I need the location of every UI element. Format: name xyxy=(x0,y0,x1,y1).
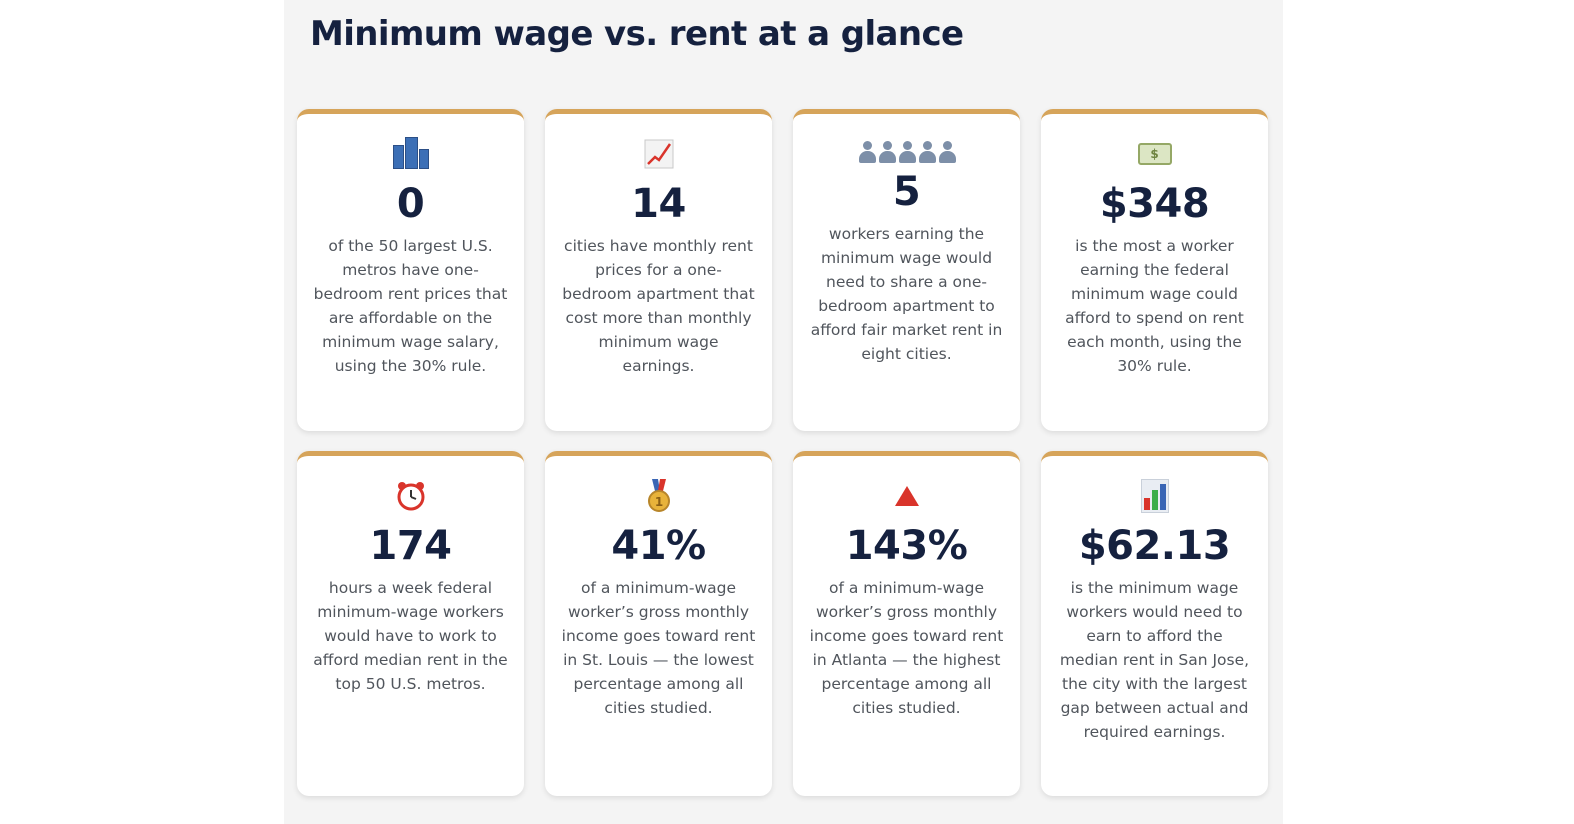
stat-description: cities have monthly rent prices for a on… xyxy=(562,237,755,375)
page-title: Minimum wage vs. rent at a glance xyxy=(310,14,964,54)
stat-value: 5 xyxy=(892,169,921,215)
alarm-clock-icon xyxy=(313,478,508,518)
stat-value: $348 xyxy=(1099,181,1210,227)
stat-card-grid: 0 of the 50 largest U.S. metros have one… xyxy=(297,109,1268,796)
stat-value: 0 xyxy=(396,181,425,227)
stat-card: $62.13 is the minimum wage workers would… xyxy=(1041,451,1268,796)
stat-description: is the minimum wage workers would need t… xyxy=(1059,579,1250,741)
stat-value: 14 xyxy=(631,181,686,227)
stat-value: $62.13 xyxy=(1078,523,1231,569)
infographic-panel: Minimum wage vs. rent at a glance 0 of t… xyxy=(284,0,1283,824)
stat-card: 1 41% of a minimum-wage worker’s gross m… xyxy=(545,451,772,796)
stat-value: 143% xyxy=(845,523,968,569)
chart-increasing-icon xyxy=(561,136,756,176)
stat-description: of a minimum-wage worker’s gross monthly… xyxy=(809,579,1004,717)
stat-description: hours a week federal minimum-wage worker… xyxy=(313,579,508,693)
stat-description: of the 50 largest U.S. metros have one-b… xyxy=(313,237,508,375)
stat-card: $ $348 is the most a worker earning the … xyxy=(1041,109,1268,431)
stat-description: is the most a worker earning the federal… xyxy=(1065,237,1244,375)
dollar-bill-icon: $ xyxy=(1057,136,1252,176)
stat-description: of a minimum-wage worker’s gross monthly… xyxy=(561,579,756,717)
svg-text:1: 1 xyxy=(654,495,662,509)
stat-value: 174 xyxy=(369,523,453,569)
stat-value: 41% xyxy=(611,523,706,569)
red-triangle-up-icon xyxy=(809,478,1004,518)
stat-card: 174 hours a week federal minimum-wage wo… xyxy=(297,451,524,796)
stat-description: workers earning the minimum wage would n… xyxy=(810,225,1003,363)
stat-card: 14 cities have monthly rent prices for a… xyxy=(545,109,772,431)
stat-card: 5 workers earning the minimum wage would… xyxy=(793,109,1020,431)
city-buildings-icon xyxy=(313,136,508,176)
five-people-icon xyxy=(809,132,1004,164)
stat-card: 143% of a minimum-wage worker’s gross mo… xyxy=(793,451,1020,796)
first-place-medal-icon: 1 xyxy=(561,478,756,518)
stat-card: 0 of the 50 largest U.S. metros have one… xyxy=(297,109,524,431)
bar-chart-icon xyxy=(1057,478,1252,518)
